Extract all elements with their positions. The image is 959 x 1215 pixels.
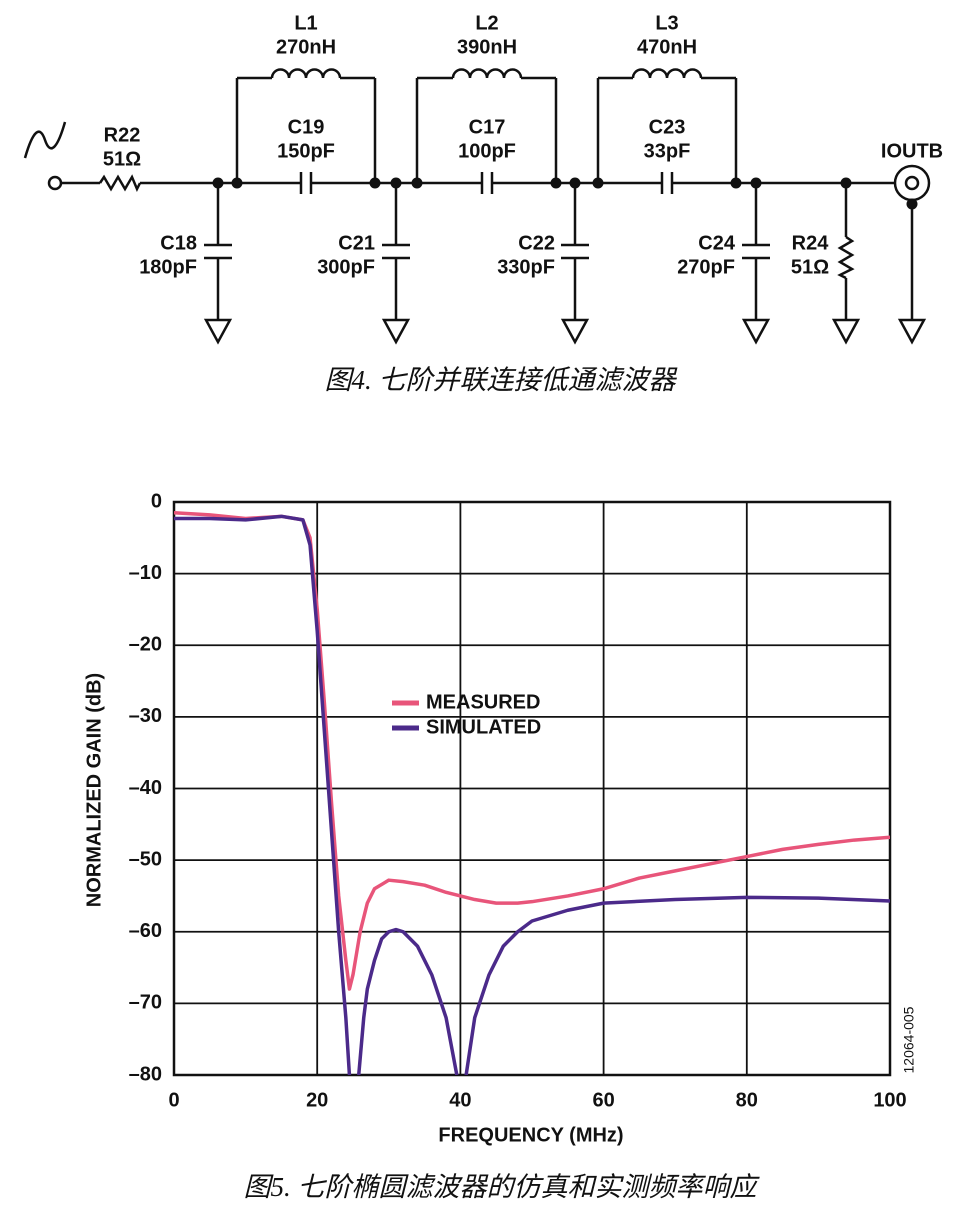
x-tick-label: 80 xyxy=(736,1089,758,1111)
component-name: C21 xyxy=(338,232,375,254)
y-tick-label: –20 xyxy=(129,634,162,656)
junction-dot xyxy=(569,177,581,189)
y-tick-label: –50 xyxy=(129,848,162,870)
resistor xyxy=(837,235,855,280)
junction-dot xyxy=(231,177,243,189)
figure-caption: 图5. 七阶椭圆滤波器的仿真和实测频率响应 xyxy=(244,1172,761,1202)
ground xyxy=(741,318,771,345)
junction-dot xyxy=(592,177,604,189)
ground xyxy=(203,318,233,345)
x-tick-label: 20 xyxy=(306,1089,328,1111)
inductor xyxy=(270,68,342,79)
component-name: R24 xyxy=(792,232,830,254)
junction-dot xyxy=(369,177,381,189)
junction-dot xyxy=(212,177,224,189)
source-terminal xyxy=(47,175,63,191)
component-name: C23 xyxy=(649,116,686,138)
y-tick-label: –10 xyxy=(129,562,162,584)
data-line xyxy=(174,510,890,991)
component-name: L1 xyxy=(294,12,317,34)
y-tick-label: –70 xyxy=(129,992,162,1014)
component-name: L2 xyxy=(475,12,498,34)
inductor xyxy=(631,68,703,79)
component-name: C18 xyxy=(160,232,197,254)
y-tick-label: –60 xyxy=(129,920,162,942)
component-value: 270nH xyxy=(276,36,336,58)
junction-dot xyxy=(550,177,562,189)
component-name: C19 xyxy=(288,116,325,138)
output-label: IOUTB xyxy=(881,140,943,162)
junction-dot xyxy=(840,177,852,189)
plot-area xyxy=(174,510,890,1075)
output-connector xyxy=(904,175,920,191)
junction-dot xyxy=(906,198,918,210)
component-name: C24 xyxy=(698,232,736,254)
component-value: 330pF xyxy=(497,256,555,278)
figure-id: 12064-005 xyxy=(901,1006,917,1073)
plot-frame xyxy=(172,500,892,1077)
junction-dot xyxy=(750,177,762,189)
ground xyxy=(560,318,590,345)
junction-dot xyxy=(390,177,402,189)
x-axis-label: FREQUENCY (MHz) xyxy=(438,1124,623,1146)
component-name: C22 xyxy=(518,232,555,254)
ground xyxy=(381,318,411,345)
y-tick-label: –80 xyxy=(129,1063,162,1085)
junction-dot xyxy=(730,177,742,189)
y-tick-label: –40 xyxy=(129,777,162,799)
legend-label: MEASURED xyxy=(426,691,540,713)
component-value: 300pF xyxy=(317,256,375,278)
x-tick-label: 40 xyxy=(449,1089,471,1111)
component-value: 51Ω xyxy=(791,256,829,278)
component-value: 390nH xyxy=(457,36,517,58)
y-tick-label: –30 xyxy=(129,705,162,727)
y-tick-label: 0 xyxy=(151,490,162,512)
component-value: 270pF xyxy=(677,256,735,278)
legend-label: SIMULATED xyxy=(426,716,541,738)
component-value: 100pF xyxy=(458,140,516,162)
resistor xyxy=(98,174,142,193)
output-connector xyxy=(893,164,931,202)
x-tick-label: 60 xyxy=(592,1089,614,1111)
component-name: L3 xyxy=(655,12,678,34)
component-value: 150pF xyxy=(277,140,335,162)
component-value: 470nH xyxy=(637,36,697,58)
ground xyxy=(897,318,927,345)
data-line xyxy=(174,514,890,1075)
ground xyxy=(831,318,861,345)
y-axis-label: NORMALIZED GAIN (dB) xyxy=(83,673,105,907)
component-name: R22 xyxy=(104,124,141,146)
x-tick-label: 0 xyxy=(168,1089,179,1111)
source-symbol xyxy=(23,121,67,159)
component-value: 180pF xyxy=(139,256,197,278)
component-value: 33pF xyxy=(644,140,691,162)
figure-caption: 图4. 七阶并联连接低通滤波器 xyxy=(325,365,678,395)
x-tick-label: 100 xyxy=(873,1089,906,1111)
junction-dot xyxy=(411,177,423,189)
component-value: 51Ω xyxy=(103,148,141,170)
inductor xyxy=(451,68,523,79)
component-name: C17 xyxy=(469,116,506,138)
